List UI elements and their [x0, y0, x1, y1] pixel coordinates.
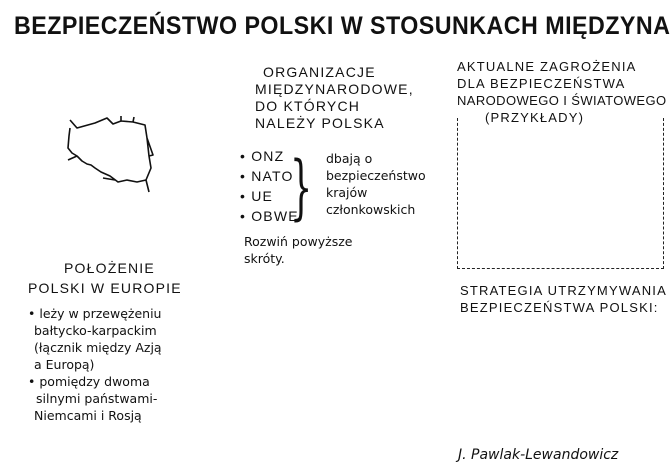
list-item: ONZ: [240, 146, 299, 166]
task-line: skróty.: [244, 251, 285, 266]
organizations-heading: ORGANIZACJE MIĘDZYNARODOWE, DO KTÓRYCH N…: [255, 64, 414, 132]
author-signature: J. Pawlak-Lewandowicz: [458, 447, 619, 463]
location-bullets: leży w przewężeniu bałtycko-karpackim (ł…: [28, 305, 162, 424]
heading-line: DO KTÓRYCH: [255, 98, 361, 114]
bullet-line: a Europą): [34, 357, 95, 372]
subheading: (PRZYKŁADY): [485, 110, 585, 125]
page-title: BEZPIECZEŃSTWO POLSKI W STOSUNKACH MIĘDZ…: [14, 12, 671, 40]
threats-heading: AKTUALNE ZAGROŻENIA DLA BEZPIECZEŃSTWA N…: [457, 58, 667, 126]
strategy-heading: STRATEGIA UTRZYMYWANIA BEZPIECZEŃSTWA PO…: [460, 282, 667, 316]
heading-line: DLA BEZPIECZEŃSTWA: [457, 76, 626, 91]
curly-brace-icon: }: [290, 146, 313, 228]
heading-line: POŁOŻENIE: [64, 260, 155, 276]
bullet-line: Niemcami i Rosją: [34, 408, 142, 423]
list-item: OBWE: [240, 206, 299, 226]
note-line: członkowskich: [326, 202, 416, 217]
threats-answer-box: [457, 118, 664, 269]
heading-line: NALEŻY POLSKA: [255, 115, 385, 131]
bullet-line: leży w przewężeniu: [28, 305, 162, 322]
list-item: NATO: [240, 166, 299, 186]
heading-line: BEZPIECZEŃSTWA POLSKI:: [460, 300, 659, 315]
bullet-line: (łącznik między Azją: [34, 340, 162, 355]
bullet-line: silnymi państwami-: [36, 391, 158, 406]
note-line: dbają o: [326, 151, 373, 166]
list-item: UE: [240, 186, 299, 206]
heading-line: AKTUALNE ZAGROŻENIA: [457, 59, 637, 74]
bullet-line: pomiędzy dwoma: [28, 373, 162, 390]
note-line: krajów: [326, 185, 368, 200]
location-heading: POŁOŻENIE POLSKI W EUROPIE: [28, 258, 182, 298]
organizations-note: dbają o bezpieczeństwo krajów członkowsk…: [326, 150, 426, 218]
heading-line: STRATEGIA UTRZYMYWANIA: [460, 283, 667, 298]
note-line: bezpieczeństwo: [326, 168, 426, 183]
heading-line: ORGANIZACJE: [263, 64, 376, 80]
bullet-line: bałtycko-karpackim: [34, 323, 157, 338]
heading-line: NARODOWEGO I ŚWIATOWEGO: [457, 93, 667, 108]
organizations-task: Rozwiń powyższe skróty.: [244, 233, 352, 267]
task-line: Rozwiń powyższe: [244, 234, 353, 249]
poland-outline-map-icon: [67, 116, 154, 193]
organizations-list: ONZ NATO UE OBWE: [240, 146, 299, 226]
heading-line: POLSKI W EUROPIE: [28, 280, 182, 296]
heading-line: MIĘDZYNARODOWE,: [255, 81, 414, 97]
